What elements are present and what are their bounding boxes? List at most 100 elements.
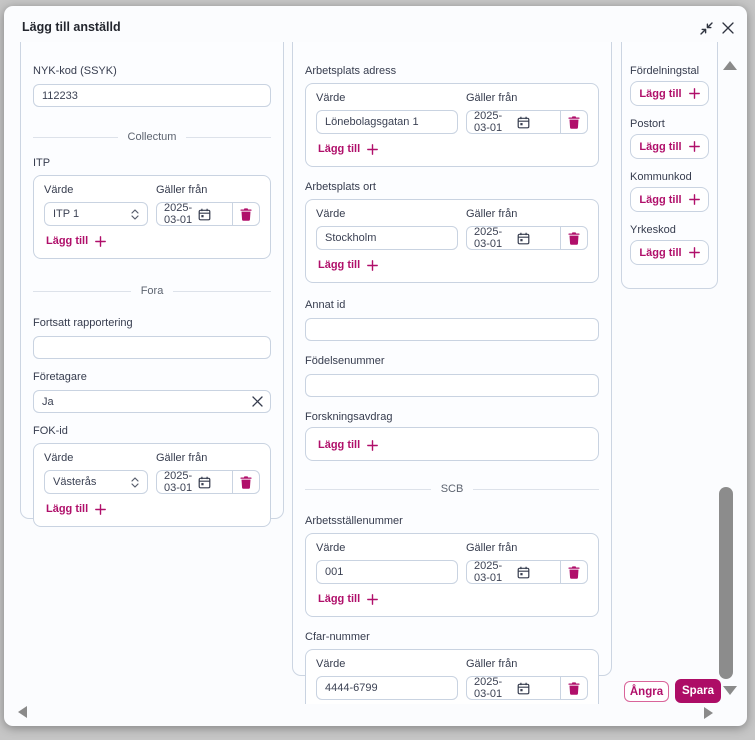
clear-x-icon [252, 396, 263, 407]
plus-icon [367, 439, 379, 451]
yrkeskod-add-button[interactable]: Lägg till [639, 247, 700, 259]
scroll-down-arrow[interactable] [723, 686, 737, 695]
calendar-icon [198, 476, 225, 489]
arbetsplats-ort-delete-button[interactable] [560, 227, 587, 249]
kommunkod-label: Kommunkod [630, 171, 692, 183]
scb-divider: SCB [305, 483, 599, 495]
arbetsstallenummer-date-input[interactable]: 2025-03-01 [467, 561, 560, 583]
fodelsenummer-input[interactable] [305, 374, 599, 397]
arbetsplats-adress-label: Arbetsplats adress [305, 65, 397, 77]
forskningsavdrag-label: Forskningsavdrag [305, 411, 393, 423]
arbetsstallenummer-card: Värde Gäller från 2025-03-01 [305, 533, 599, 617]
fortsatt-rapportering-label: Fortsatt rapportering [33, 317, 133, 329]
fok-id-card: Värde Västerås Gäller från [33, 443, 271, 527]
adress-varde-label: Värde [316, 92, 346, 104]
clipped-content-remnant [630, 42, 709, 43]
nyk-kod-label: NYK-kod (SSYK) [33, 65, 117, 77]
cfar-nummer-input[interactable] [316, 676, 458, 700]
trash-icon [568, 565, 580, 579]
ort-varde-label: Värde [316, 208, 346, 220]
fok-id-date-input[interactable]: 2025-03-01 [157, 471, 232, 493]
arbetsplats-ort-card: Värde Gäller från 2025-03-01 [305, 199, 599, 283]
arbetsstallenummer-input[interactable] [316, 560, 458, 584]
nyk-kod-input[interactable] [33, 84, 271, 107]
fordelningstal-label: Fördelningstal [630, 65, 700, 77]
yrkeskod-card: Lägg till [630, 240, 709, 265]
itp-varde-label: Värde [44, 184, 74, 196]
plus-icon [367, 143, 379, 155]
arbetsplats-ort-date-input[interactable]: 2025-03-01 [467, 227, 560, 249]
plus-icon [95, 235, 107, 247]
fok-id-varde-select[interactable]: Västerås [44, 470, 148, 494]
kommunkod-card: Lägg till [630, 187, 709, 212]
itp-add-button[interactable]: Lägg till [46, 235, 107, 247]
arbetsplats-ort-add-button[interactable]: Lägg till [318, 259, 379, 271]
spara-button[interactable]: Spara [675, 679, 721, 703]
dialog-title: Lägg till anställd [22, 20, 121, 34]
arbetsplats-adress-card: Värde Gäller från 2025-03-01 [305, 83, 599, 167]
arbetsplats-adress-delete-button[interactable] [560, 111, 587, 133]
fora-divider: Fora [33, 285, 271, 297]
cfar-galler-fran-label: Gäller från [466, 658, 518, 670]
close-icon [722, 22, 734, 34]
fortsatt-rapportering-input[interactable] [33, 336, 271, 359]
trash-icon [568, 231, 580, 245]
calendar-icon [198, 208, 225, 221]
select-chevrons-icon [131, 476, 139, 488]
postort-label: Postort [630, 118, 665, 130]
collapse-window-button[interactable] [698, 20, 714, 36]
arbetsplats-adress-input[interactable] [316, 110, 458, 134]
postort-add-button[interactable]: Lägg till [639, 141, 700, 153]
trash-icon [240, 475, 252, 489]
forskningsavdrag-card: Lägg till [305, 427, 599, 461]
forskningsavdrag-add-button[interactable]: Lägg till [318, 439, 379, 451]
arbetsplats-ort-label: Arbetsplats ort [305, 181, 376, 193]
arbetsplats-adress-date-input[interactable]: 2025-03-01 [467, 111, 560, 133]
yrkeskod-label: Yrkeskod [630, 224, 676, 236]
kommunkod-add-button[interactable]: Lägg till [639, 194, 700, 206]
angra-button[interactable]: Ångra [624, 681, 669, 702]
fok-id-varde-label: Värde [44, 452, 74, 464]
itp-delete-button[interactable] [232, 203, 259, 225]
form-scroll-area: NYK-kod (SSYK) Collectum ITP Värde ITP 1 [4, 42, 720, 704]
foretagare-field [33, 390, 271, 413]
postort-card: Lägg till [630, 134, 709, 159]
scroll-up-arrow[interactable] [723, 61, 737, 70]
fok-id-delete-button[interactable] [232, 471, 259, 493]
trash-icon [568, 681, 580, 695]
itp-varde-select[interactable]: ITP 1 [44, 202, 148, 226]
cfar-nummer-delete-button[interactable] [560, 677, 587, 699]
itp-galler-fran-label: Gäller från [156, 184, 208, 196]
arbetsstallenummer-add-button[interactable]: Lägg till [318, 593, 379, 605]
arbetsplats-adress-add-button[interactable]: Lägg till [318, 143, 379, 155]
scroll-right-arrow[interactable] [704, 707, 713, 719]
fok-id-galler-fran-label: Gäller från [156, 452, 208, 464]
trash-icon [568, 115, 580, 129]
fordelningstal-add-button[interactable]: Lägg till [639, 88, 700, 100]
annat-id-input[interactable] [305, 318, 599, 341]
itp-date-input[interactable]: 2025-03-01 [157, 203, 232, 225]
adress-galler-fran-label: Gäller från [466, 92, 518, 104]
cfar-varde-label: Värde [316, 658, 346, 670]
plus-icon [367, 259, 379, 271]
plus-icon [688, 88, 700, 99]
arbetsstallenummer-label: Arbetsställenummer [305, 515, 403, 527]
arbetsstallenummer-varde-label: Värde [316, 542, 346, 554]
plus-icon [688, 141, 700, 152]
vertical-scrollbar-thumb[interactable] [719, 487, 733, 679]
calendar-icon [517, 116, 554, 129]
foretagare-input[interactable] [33, 390, 271, 413]
collapse-diagonal-icon [699, 21, 713, 35]
annat-id-label: Annat id [305, 299, 346, 311]
cfar-nummer-card: Värde Gäller från 2025-03-01 [305, 649, 599, 704]
plus-icon [688, 247, 700, 258]
cfar-nummer-label: Cfar-nummer [305, 631, 370, 643]
panel-middle: Arbetsplats adress Värde Gäller från 202… [292, 42, 612, 704]
arbetsplats-ort-input[interactable] [316, 226, 458, 250]
cfar-nummer-date-input[interactable]: 2025-03-01 [467, 677, 560, 699]
scroll-left-arrow[interactable] [18, 706, 27, 718]
arbetsstallenummer-delete-button[interactable] [560, 561, 587, 583]
fok-id-add-button[interactable]: Lägg till [46, 503, 107, 515]
close-dialog-button[interactable] [720, 20, 736, 36]
foretagare-clear-button[interactable] [251, 395, 264, 408]
